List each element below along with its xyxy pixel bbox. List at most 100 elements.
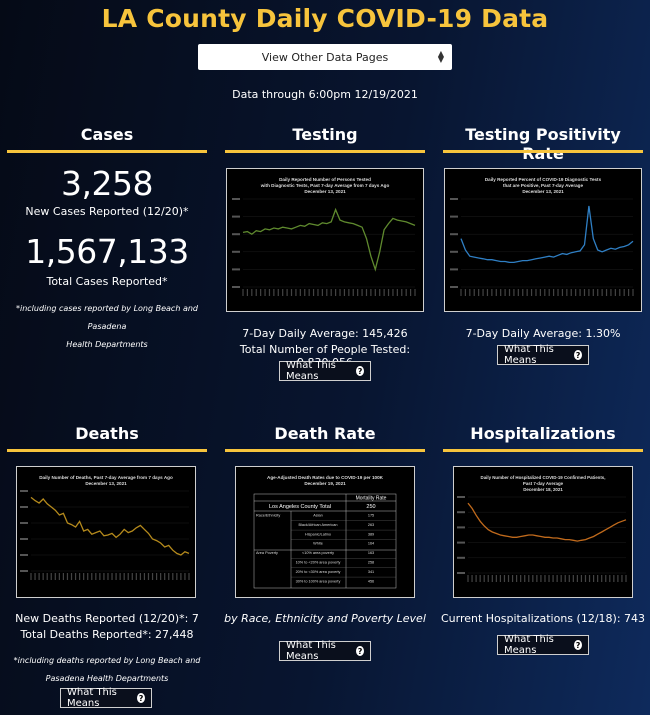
hospital-what-this-means-button[interactable]: What This Means ? — [497, 634, 589, 656]
deaths-chart[interactable]: Daily Number of Deaths, Past 7-day Avera… — [16, 466, 196, 598]
cases-footnote-line1: *including cases reported by Long Beach … — [15, 304, 198, 331]
testing-chart-x-tick-label — [255, 289, 257, 296]
table-row-value: 175 — [368, 514, 374, 518]
testing-chart-svg: Daily Reported Number of Persons Tested … — [232, 177, 416, 296]
data-pages-select[interactable]: View Other Data Pages ▲ ▼ — [198, 44, 452, 70]
death-rate-table-image[interactable]: Age-Adjusted Death Rates due to COVID-19… — [235, 466, 415, 598]
button-label: What This Means — [504, 344, 554, 366]
positivity-what-this-means-button[interactable]: What This Means ? — [497, 344, 589, 366]
deaths-chart-x-tick-label — [123, 573, 125, 580]
testing-chart-x-tick-label — [387, 289, 390, 296]
table-row-value: 389 — [368, 532, 374, 536]
testing-chart-x-tick-label — [268, 289, 271, 296]
testing-chart-x-tick-label — [321, 289, 323, 296]
button-label: What This Means — [504, 634, 554, 656]
testing-chart-x-tick-label — [343, 289, 346, 296]
hospital-chart-tick-label — [457, 541, 465, 544]
table-header: Mortality Rate — [356, 496, 387, 502]
positivity-chart-x-tick-label — [575, 289, 577, 296]
deaths-chart-x-tick-label — [160, 573, 162, 580]
deaths-footnote-line1: *including deaths reported by Long Beach… — [13, 656, 201, 665]
deaths-chart-x-tick-label — [87, 573, 89, 580]
hospital-chart-x-tick-label — [532, 575, 534, 582]
deaths-chart-x-tick-label — [62, 573, 65, 580]
deaths-chart-x-tick-label — [95, 573, 97, 580]
table-row-value: 341 — [368, 570, 374, 574]
testing-what-this-means-button[interactable]: What This Means ? — [279, 360, 371, 382]
testing-chart-tick-label — [232, 233, 240, 236]
positivity-chart-x-tick-label — [632, 289, 634, 296]
testing-chart-series-line — [242, 207, 416, 272]
deaths-chart-x-tick-label — [127, 573, 129, 580]
positivity-chart-x-tick-label — [504, 289, 506, 296]
hospital-chart-x-tick-label — [609, 575, 611, 582]
testing-chart-x-tick-label — [295, 289, 297, 296]
hospital-chart-x-tick-label — [487, 575, 489, 582]
hospital-chart-x-tick-label — [588, 575, 591, 582]
deaths-chart-tick-label — [20, 490, 28, 492]
deaths-chart-x-tick-label — [50, 573, 52, 580]
deaths-divider — [7, 449, 207, 452]
table-row-value: 164 — [368, 542, 374, 546]
hospital-chart-x-tick-label — [552, 575, 554, 582]
testing-chart[interactable]: Daily Reported Number of Persons Tested … — [226, 168, 424, 312]
positivity-chart[interactable]: Daily Reported Percent of COVID-19 Diagn… — [444, 168, 642, 312]
hospital-chart-x-tick-label — [601, 575, 603, 582]
death-rate-caption: by Race, Ethnicity and Poverty Level — [224, 612, 426, 625]
testing-chart-tick-label — [232, 215, 240, 218]
death-rate-chart-title-1: Age-Adjusted Death Rates due to COVID-19… — [267, 475, 384, 480]
deaths-chart-x-tick-label — [135, 573, 137, 580]
testing-chart-x-tick-label — [317, 289, 319, 296]
deaths-chart-x-tick-label — [79, 573, 81, 580]
death-rate-what-this-means-button[interactable]: What This Means ? — [279, 640, 371, 662]
hospital-chart-x-tick-label — [548, 575, 550, 582]
testing-avg: 7-Day Daily Average: 145,426 — [242, 327, 408, 340]
deaths-chart-tick-label — [20, 506, 28, 508]
positivity-chart-x-tick-label — [495, 289, 497, 296]
deaths-chart-x-tick-label — [164, 573, 166, 580]
deaths-chart-x-tick-label — [58, 573, 60, 580]
cases-footnote-line2: Health Departments — [66, 340, 148, 349]
testing-chart-x-tick-label — [260, 289, 262, 296]
hospital-chart-x-tick-label — [592, 575, 595, 582]
question-circle-icon: ? — [574, 640, 582, 650]
positivity-chart-x-tick-label — [513, 289, 515, 296]
positivity-chart-x-tick-label — [486, 289, 489, 296]
table-row-label: 20% to <30% area poverty — [296, 570, 341, 574]
positivity-chart-x-tick-label — [460, 289, 462, 296]
table-group-label: Area Poverty — [256, 551, 278, 555]
positivity-chart-x-tick-label — [508, 289, 511, 296]
hospital-chart-x-tick-label — [499, 575, 502, 582]
positivity-chart-x-tick-label — [491, 289, 493, 296]
hospital-chart-tick-label — [457, 572, 465, 574]
positivity-chart-tick-label — [450, 250, 458, 253]
testing-chart-x-tick-label — [409, 289, 412, 296]
hospital-chart-x-tick-label — [507, 575, 510, 582]
button-label: What This Means — [67, 687, 117, 709]
hospital-chart-x-tick-label — [584, 575, 587, 582]
testing-chart-x-tick-label — [383, 289, 385, 296]
testing-chart-x-tick-label — [361, 289, 363, 296]
table-row-value: 263 — [368, 523, 374, 527]
hospital-chart[interactable]: Daily Number of Hospitalized COVID-19 Co… — [453, 466, 633, 598]
testing-chart-x-tick-label — [282, 289, 284, 296]
deaths-chart-x-tick-label — [54, 573, 56, 580]
deaths-what-this-means-button[interactable]: What This Means ? — [60, 687, 152, 709]
testing-chart-x-tick-label — [251, 289, 253, 296]
hospital-chart-x-tick-label — [613, 575, 615, 582]
hospital-chart-x-tick-label — [524, 575, 526, 582]
positivity-avg: 7-Day Daily Average: 1.30% — [465, 327, 621, 340]
positivity-chart-x-tick-label — [592, 289, 594, 296]
testing-chart-x-tick-label — [370, 289, 372, 296]
hospital-chart-x-tick-label — [467, 575, 469, 582]
positivity-chart-x-tick-label — [583, 289, 586, 296]
cases-title: Cases — [80, 125, 134, 144]
testing-chart-x-tick-label — [273, 289, 275, 296]
cases-divider — [7, 150, 207, 153]
testing-chart-x-tick-label — [352, 289, 354, 296]
deaths-chart-x-tick-label — [34, 573, 36, 580]
question-circle-icon: ? — [137, 693, 145, 703]
hospital-chart-x-tick-label — [617, 575, 619, 582]
deaths-chart-x-tick-label — [74, 573, 77, 580]
testing-chart-x-tick-label — [405, 289, 407, 296]
